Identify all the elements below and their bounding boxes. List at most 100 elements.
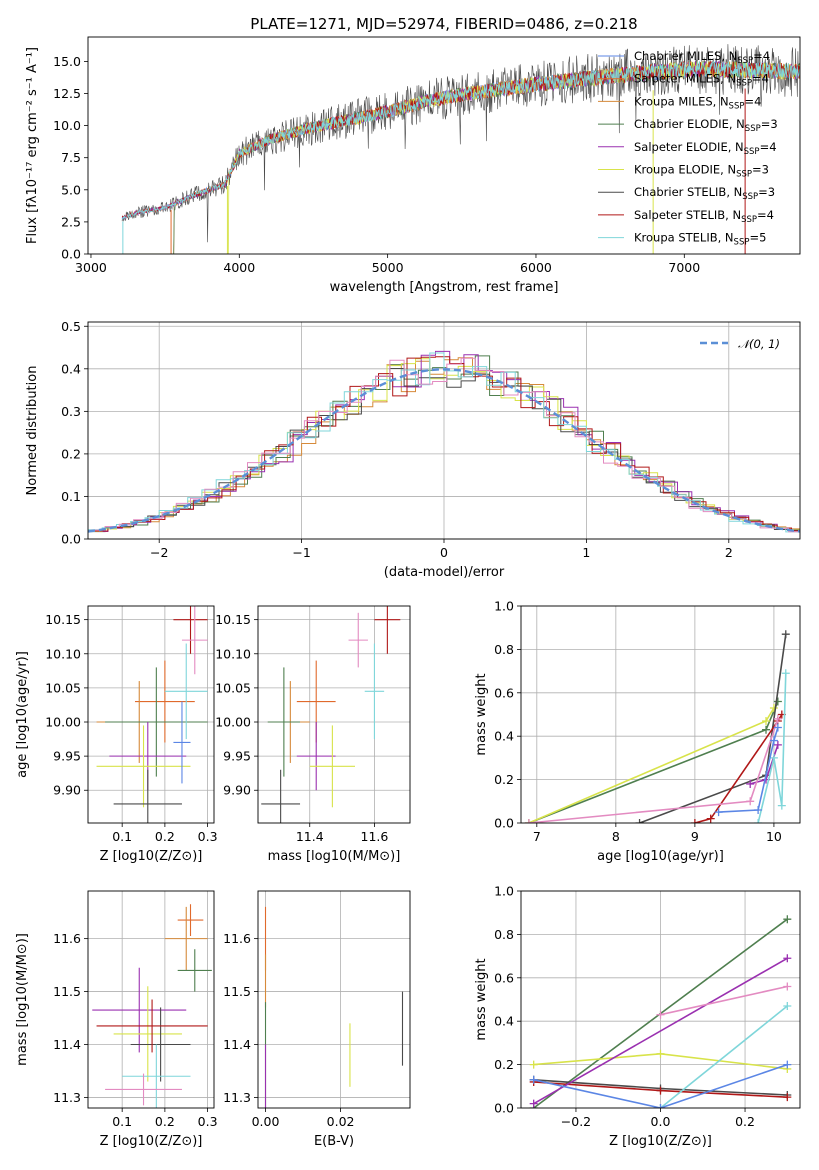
- mass-weight-point-marker: [714, 808, 723, 817]
- y-tick-label: 1.0: [494, 599, 514, 614]
- errorbar-point: [113, 769, 182, 823]
- y-tick-label: 10.00: [215, 715, 251, 730]
- x-axis-label: age [log10(age/yr)]: [597, 849, 724, 864]
- errorbar-point: [105, 1073, 182, 1106]
- x-axis-label: E(B-V): [314, 1134, 354, 1149]
- residuals-panel: −2 −1 0 1 2 0.0 0.1 0.2 0.3 0.4 0.5 (data-model)/er…: [25, 319, 801, 580]
- x-tick-label: −2: [150, 545, 168, 560]
- mass-weight-point-marker: [777, 801, 786, 810]
- mass-weight-point-marker: [746, 779, 755, 788]
- legend-entry: Salpeter STELIB, NSSP=4: [634, 208, 774, 225]
- errorbar-point: [105, 667, 208, 777]
- plot-area: [121, 44, 800, 254]
- mass-weight-point-marker: [783, 954, 792, 963]
- axes-frame: [87, 321, 801, 540]
- y-tick-label: 0.0: [494, 816, 514, 831]
- x-tick-label: 0.1: [112, 829, 132, 844]
- x-tick-label: 0.3: [198, 829, 218, 844]
- plot-area: [261, 606, 401, 823]
- y-tick-label: 11.6: [223, 931, 251, 946]
- errorbar-point: [92, 967, 187, 1053]
- y-tick-label: 10.10: [45, 646, 81, 661]
- y-axis-label: Flux [fλ10⁻¹⁷ erg cm⁻² s⁻¹ A⁻¹]: [25, 47, 40, 244]
- legend-entry: Salpeter MILES, NSSP=4: [634, 72, 769, 89]
- plot-area: [524, 630, 790, 823]
- x-tick-label: 10: [766, 829, 782, 844]
- y-tick-label: 0.8: [494, 927, 514, 942]
- y-tick-label: 0.4: [61, 361, 81, 376]
- spectrum-series-line: [121, 60, 800, 220]
- mass-weight-vs-metallicity-panel: −0.2 0.0 0.2 0.0 0.2 0.4 0.6 0.8 1.0 Z [log10(Z/Z…: [474, 884, 801, 1149]
- legend: Chabrier MILES, NSSP=4 Salpeter MILES, NS…: [598, 49, 778, 248]
- x-axis-label: Z [log10(Z/Z⊙)]: [609, 1134, 712, 1149]
- errorbar-point: [173, 606, 208, 654]
- x-tick-label: 0.02: [327, 1114, 355, 1129]
- y-tick-label: 0.5: [61, 319, 81, 334]
- mass-weight-point-marker: [762, 717, 771, 726]
- y-tick-label: 0.6: [494, 970, 514, 985]
- mass-weight-point-marker: [773, 697, 782, 706]
- mass-weight-series-line: [639, 634, 787, 823]
- y-tick-label: 5.0: [61, 182, 81, 197]
- x-tick-label: 4000: [223, 260, 255, 275]
- errorbar-point: [96, 999, 208, 1053]
- mass-weight-point-marker: [781, 669, 790, 678]
- x-tick-label: −1: [292, 545, 310, 560]
- legend-entry: Kroupa MILES, NSSP=4: [634, 94, 761, 111]
- mass-weight-point-marker: [769, 736, 778, 745]
- mass-weight-point-marker: [783, 1002, 792, 1011]
- plot-area: [264, 906, 404, 1108]
- plot-area: [96, 606, 208, 823]
- y-tick-label: 10.0: [53, 118, 81, 133]
- residual-histogram-series: [90, 368, 800, 532]
- mass-weight-point-marker: [754, 819, 763, 823]
- mass-weight-point-marker: [783, 915, 792, 924]
- errorbar-point: [164, 643, 208, 740]
- errorbar-point: [113, 986, 182, 1082]
- x-tick-label: 8: [612, 829, 620, 844]
- legend-entry: Chabrier MILES, NSSP=4: [634, 49, 770, 66]
- mass-weight-point-marker: [690, 819, 699, 823]
- errorbar-point: [173, 701, 191, 784]
- axes-frame: [520, 890, 801, 1109]
- errorbar-point: [96, 725, 191, 808]
- x-axis-label: (data-model)/error: [384, 565, 505, 580]
- x-tick-label: 1: [582, 545, 590, 560]
- axes-frame: [87, 36, 801, 255]
- y-tick-label: 11.5: [223, 984, 251, 999]
- mass-weight-point-marker: [754, 805, 763, 814]
- y-axis-label: mass [log10(M/M⊙)]: [15, 933, 30, 1066]
- axes-frame: [87, 890, 215, 1109]
- x-tick-label: 6000: [520, 260, 552, 275]
- y-tick-label: 11.6: [53, 931, 81, 946]
- mass-weight-point-marker: [773, 714, 782, 723]
- normal-curve: [88, 368, 800, 533]
- x-tick-label: 0.1: [112, 1114, 132, 1129]
- y-axis-label: Normed distribution: [25, 366, 40, 496]
- age-vs-metallicity-panel: 0.1 0.2 0.3 9.90 9.95 10.00 10.05 10.10 10.15 Z […: [15, 605, 218, 864]
- y-tick-label: 1.0: [494, 884, 514, 899]
- legend-entry: Salpeter ELODIE, NSSP=4: [634, 140, 777, 157]
- mass-weight-point-marker: [529, 1060, 538, 1069]
- residual-histogram-series: [88, 352, 800, 533]
- x-tick-label: 7: [533, 829, 541, 844]
- x-tick-label: 0.2: [155, 1114, 175, 1129]
- residual-histogram-series: [93, 350, 800, 532]
- errorbar-point: [130, 1007, 191, 1082]
- mass-vs-ebv-panel: 0.00 0.02 11.3 11.4 11.5 11.6 E(B-V): [223, 890, 411, 1149]
- y-tick-label: 10.10: [215, 646, 251, 661]
- mass-weight-point-marker: [762, 725, 771, 734]
- y-tick-label: 0.0: [61, 532, 81, 547]
- x-tick-label: 0.0: [651, 1114, 671, 1129]
- x-tick-label: 0.00: [252, 1114, 280, 1129]
- x-tick-label: 7000: [668, 260, 700, 275]
- y-tick-label: 0.2: [494, 1057, 514, 1072]
- y-tick-label: 10.00: [45, 715, 81, 730]
- mass-weight-point-marker: [656, 1049, 665, 1058]
- x-axis-label: wavelength [Angstrom, rest frame]: [330, 280, 559, 295]
- legend-entry: Kroupa STELIB, NSSP=5: [634, 231, 766, 248]
- errorbar-point: [134, 660, 195, 743]
- y-tick-label: 0.4: [494, 729, 514, 744]
- legend-entry: Chabrier ELODIE, NSSP=3: [634, 117, 778, 134]
